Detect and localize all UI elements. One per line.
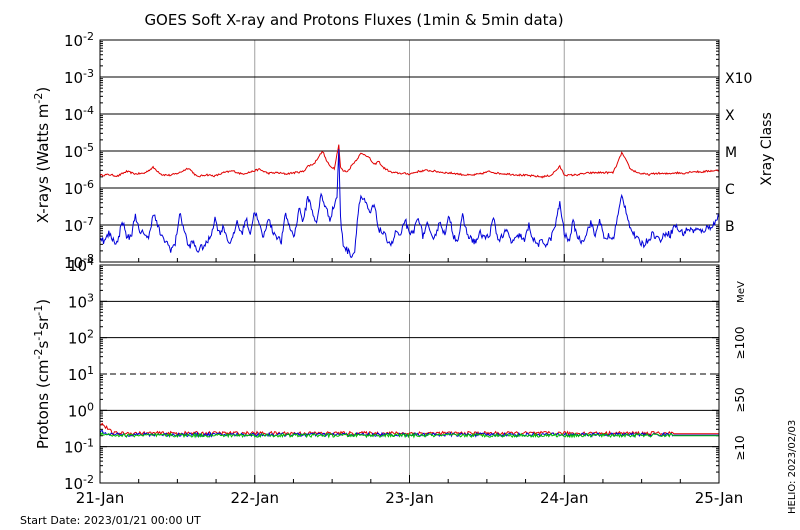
xray-class-label: B	[725, 219, 735, 235]
x-tick-label: 25-Jan	[695, 489, 743, 507]
xray-class-axis-label: Xray Class	[759, 112, 775, 186]
chart-title: GOES Soft X-ray and Protons Fluxes (1min…	[144, 11, 563, 29]
helio-date-label: HELIO: 2023/02/03	[787, 420, 798, 514]
energy-threshold-label: ≥50	[733, 387, 747, 412]
x-tick-label: 23-Jan	[385, 489, 433, 507]
energy-threshold-label: ≥10	[733, 435, 747, 460]
x-tick-label: 22-Jan	[231, 489, 279, 507]
start-date-label: Start Date: 2023/01/21 00:00 UT	[20, 514, 201, 527]
xray-series-line	[99, 144, 720, 179]
xray-series-line	[99, 149, 720, 259]
y-tick-label: 10-6	[64, 178, 94, 199]
y-tick-label: 10-5	[64, 141, 94, 162]
y-tick-label: 10-3	[64, 67, 94, 88]
proton-panel: 10-2 10-1 100 101 102 103 104 Protons (cm-2s-1s…	[32, 255, 748, 494]
proton-axis-label: Protons (cm-2s-1sr-1)	[32, 299, 53, 449]
energy-unit-label: MeV	[736, 281, 747, 303]
y-tick-label: 104	[68, 255, 94, 276]
y-tick-label: 102	[68, 327, 94, 348]
xray-class-label: X	[725, 108, 735, 124]
energy-threshold-label: ≥100	[733, 327, 747, 360]
y-tick-label: 103	[68, 291, 94, 312]
xray-class-label: X10	[725, 71, 752, 87]
xray-class-label: C	[725, 182, 735, 198]
xray-class-label: M	[725, 145, 737, 161]
x-axis: 21-Jan 22-Jan 23-Jan 24-Jan 25-Jan	[76, 254, 743, 507]
y-tick-label: 101	[68, 364, 94, 385]
xray-panel: 10-8 10-7 10-6 10-5 10-4 10-3 10-2 X-rays (Watt…	[32, 30, 776, 273]
y-tick-label: 10-8	[64, 252, 94, 273]
y-tick-label: 10-7	[64, 215, 94, 236]
y-tick-label: 100	[68, 400, 94, 421]
x-tick-label: 24-Jan	[540, 489, 588, 507]
y-tick-label: 10-2	[64, 30, 94, 51]
y-tick-label: 10-1	[64, 436, 94, 457]
y-tick-label: 10-4	[64, 104, 94, 125]
y-tick-label: 10-2	[64, 473, 94, 494]
xray-axis-label: X-rays (Watts m-2)	[32, 87, 53, 223]
x-tick-label: 21-Jan	[76, 489, 124, 507]
proton-series-line	[99, 431, 719, 439]
